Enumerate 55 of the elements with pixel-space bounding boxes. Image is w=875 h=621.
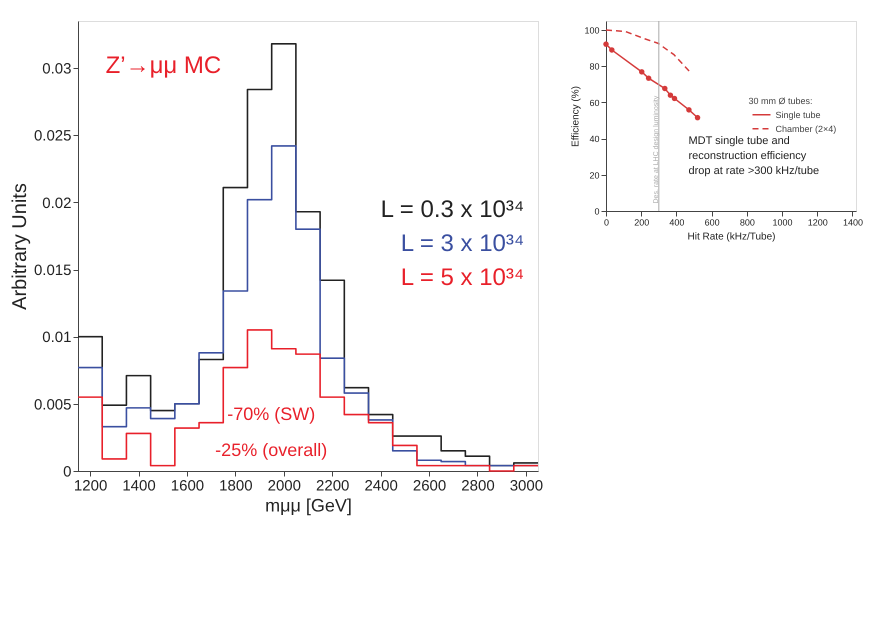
- legend-title: 30 mm Ø tubes:: [748, 96, 813, 106]
- y-tick-label: 0: [594, 206, 600, 216]
- y-tick-label: 40: [589, 134, 600, 144]
- x-tick-label: 2600: [412, 478, 446, 494]
- point: [603, 41, 609, 47]
- point: [639, 69, 644, 75]
- x-tick-label: 2800: [461, 478, 495, 494]
- text: L = 3 x 10³⁴: [400, 230, 524, 257]
- x-tick-label: 800: [740, 218, 755, 228]
- y-tick-label: 0.02: [42, 194, 72, 212]
- y-tick-label: 20: [589, 170, 600, 180]
- point: [609, 47, 615, 53]
- x-tick-label: 2400: [364, 478, 398, 494]
- y-tick-label: 0.005: [34, 396, 72, 414]
- x-tick-label: 200: [634, 218, 650, 228]
- point: [686, 107, 692, 113]
- point: [662, 86, 668, 92]
- point: [668, 92, 674, 98]
- y-tick-label: 60: [589, 98, 600, 108]
- x-tick-label: 0: [604, 218, 610, 228]
- x-tick-label: 1400: [842, 218, 863, 228]
- y-tick-label: 0.03: [42, 60, 72, 78]
- y-axis-title: Arbitrary Units: [8, 183, 31, 310]
- y-tick-label: 0.01: [42, 329, 72, 346]
- x-axis-title: Hit Rate (kHz/Tube): [688, 232, 776, 242]
- x-tick-label: 2000: [268, 478, 301, 494]
- x-tick-label: 1800: [219, 478, 253, 494]
- x-tick-label: 1200: [74, 478, 108, 494]
- x-tick-label: 600: [704, 218, 720, 228]
- y-tick-label: 100: [584, 26, 600, 36]
- legend-label: Chamber (2×4): [776, 124, 836, 134]
- point: [672, 96, 678, 102]
- y-tick-label: 0.015: [34, 262, 72, 280]
- x-axis-title: mμμ [GeV]: [265, 496, 352, 516]
- x-tick-label: 2200: [316, 478, 350, 494]
- x-tick-label: 1000: [772, 218, 793, 228]
- point: [646, 75, 652, 81]
- annotation: -25% (overall): [215, 440, 328, 460]
- legend-label: Single tube: [776, 110, 821, 120]
- annotation: MDT single tube and reconstruction efficiency drop at rate >300 kHz/tube: [688, 135, 820, 177]
- y-tick-label: 0: [63, 464, 72, 480]
- x-tick-label: 1400: [122, 478, 156, 494]
- x-tick-label: 400: [669, 218, 684, 228]
- y-tick-label: 80: [589, 62, 600, 72]
- annotation: -70% (SW): [227, 404, 316, 424]
- y-axis-title: Efficiency (%): [570, 86, 582, 147]
- x-tick-label: 1600: [170, 478, 204, 494]
- point: [694, 114, 700, 120]
- annotation: Z’→μμ MC: [106, 52, 222, 79]
- y-tick-label: 0.025: [34, 128, 72, 145]
- text: L = 5 x 10³⁴: [400, 264, 524, 291]
- text: L = 0.3 x 10³⁴: [380, 196, 524, 223]
- line-series: [605, 29, 692, 74]
- x-tick-label: 3000: [510, 478, 544, 494]
- x-tick-label: 1200: [808, 218, 828, 228]
